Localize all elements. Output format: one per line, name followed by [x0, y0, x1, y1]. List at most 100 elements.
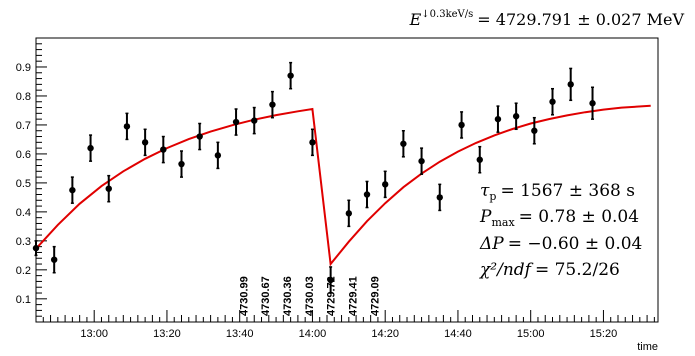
data-marker [178, 160, 185, 168]
data-marker [32, 244, 40, 252]
data-marker [476, 156, 483, 163]
data-marker [251, 117, 258, 124]
data-marker [87, 144, 94, 152]
header-superscript: ↓0.3keV/s [421, 9, 473, 20]
data-marker [549, 98, 556, 105]
energy-label: 4730.36 [282, 276, 294, 316]
data-marker [141, 139, 149, 146]
data-point [494, 105, 502, 133]
header-value: = 4729.791 ± 0.027 MeV [477, 10, 684, 29]
data-marker [531, 127, 538, 134]
x-tick-label: 13:00 [80, 328, 108, 340]
data-point [32, 240, 40, 257]
data-marker [345, 210, 353, 217]
data-point [363, 180, 371, 209]
data-marker [436, 194, 443, 201]
data-marker [418, 157, 425, 165]
data-point [458, 111, 465, 139]
fit-curve-group [35, 104, 651, 267]
data-point [69, 176, 76, 204]
data-marker [589, 100, 596, 107]
plot-frame [35, 37, 659, 323]
y-tick-label: 0.3 [16, 236, 31, 248]
data-marker [287, 72, 294, 79]
data-marker [309, 139, 316, 146]
y-tick-label: 0.8 [16, 91, 31, 103]
x-axis: 13:00 13:20 13:40 14:00 14:20 14:40 15:00 15:20 [35, 310, 655, 340]
data-marker [458, 121, 465, 129]
x-axis-label: time [637, 341, 658, 353]
energy-label: 4730.67 [260, 276, 272, 316]
data-point [160, 135, 167, 164]
data-point [87, 134, 94, 162]
fit-annotation: ΔP = −0.60 ± 0.04 [479, 234, 642, 254]
data-point [105, 174, 112, 203]
data-point [196, 122, 203, 151]
data-points [32, 61, 596, 294]
data-point [400, 129, 407, 158]
data-marker [494, 115, 502, 123]
data-point [549, 87, 556, 116]
data-marker [327, 276, 334, 284]
fit-annotation: Pmax = 0.78 ± 0.04 [479, 207, 639, 229]
fit-annotations: τp = 1567 ± 368 s Pmax = 0.78 ± 0.04 ΔP = −0.… [479, 181, 642, 280]
data-point [178, 150, 185, 178]
chart-header: E↓0.3keV/s = 4729.791 ± 0.027 MeV [409, 9, 685, 29]
data-marker [196, 133, 203, 140]
fit-annotation: τp = 1567 ± 368 s [480, 181, 635, 203]
data-point [309, 128, 316, 157]
data-point [512, 102, 520, 131]
fit-curve [35, 104, 651, 267]
energy-labels: 4730.99 4730.67 4730.36 4730.03 4729.72 4729.… [238, 276, 381, 316]
data-marker [269, 101, 276, 108]
data-marker [123, 123, 131, 130]
y-axis: 0.1 0.2 0.3 0.4 0.5 0.6 0.7 0.8 0.9 [16, 37, 47, 323]
y-tick-label: 0.6 [16, 149, 31, 161]
data-marker [105, 185, 112, 192]
data-marker [50, 256, 58, 263]
y-tick-label: 0.4 [16, 207, 31, 219]
data-marker [381, 181, 389, 188]
data-point [476, 145, 483, 174]
data-point [214, 141, 222, 170]
x-tick-label: 14:40 [444, 328, 472, 340]
y-tick-label: 0.7 [16, 120, 31, 132]
data-point [50, 245, 58, 274]
data-marker [69, 186, 76, 194]
energy-label: 4729.72 [326, 276, 338, 316]
energy-label: 4730.99 [238, 276, 250, 316]
data-point [418, 147, 425, 175]
data-marker [160, 146, 167, 153]
x-tick-label: 13:20 [153, 328, 181, 340]
data-point [327, 266, 334, 294]
fit-annotation: χ²/ndf = 75.2/26 [479, 260, 620, 280]
energy-label: 4729.41 [347, 276, 359, 316]
data-point [381, 170, 389, 199]
y-tick-label: 0.1 [16, 294, 31, 306]
energy-label: 4729.09 [369, 276, 381, 316]
data-point [345, 199, 353, 228]
data-point [123, 112, 131, 141]
data-point [269, 90, 276, 119]
data-marker [512, 113, 520, 120]
y-tick-label: 0.9 [16, 62, 31, 74]
data-marker [363, 191, 371, 198]
energy-label: 4730.03 [304, 276, 316, 316]
y-tick-label: 0.2 [16, 265, 31, 277]
data-point [531, 116, 538, 145]
data-marker [567, 81, 574, 88]
data-point [141, 128, 149, 157]
data-point [287, 61, 294, 90]
data-point [251, 106, 258, 135]
data-marker [214, 152, 222, 159]
x-tick-label: 14:20 [371, 328, 399, 340]
x-tick-label: 14:00 [299, 328, 327, 340]
data-point [436, 183, 443, 212]
x-tick-label: 15:00 [517, 328, 545, 340]
data-marker [400, 140, 407, 147]
data-point [589, 86, 596, 120]
data-point [567, 67, 574, 102]
header-symbol: E [409, 10, 422, 29]
x-tick-label: 15:20 [590, 328, 618, 340]
